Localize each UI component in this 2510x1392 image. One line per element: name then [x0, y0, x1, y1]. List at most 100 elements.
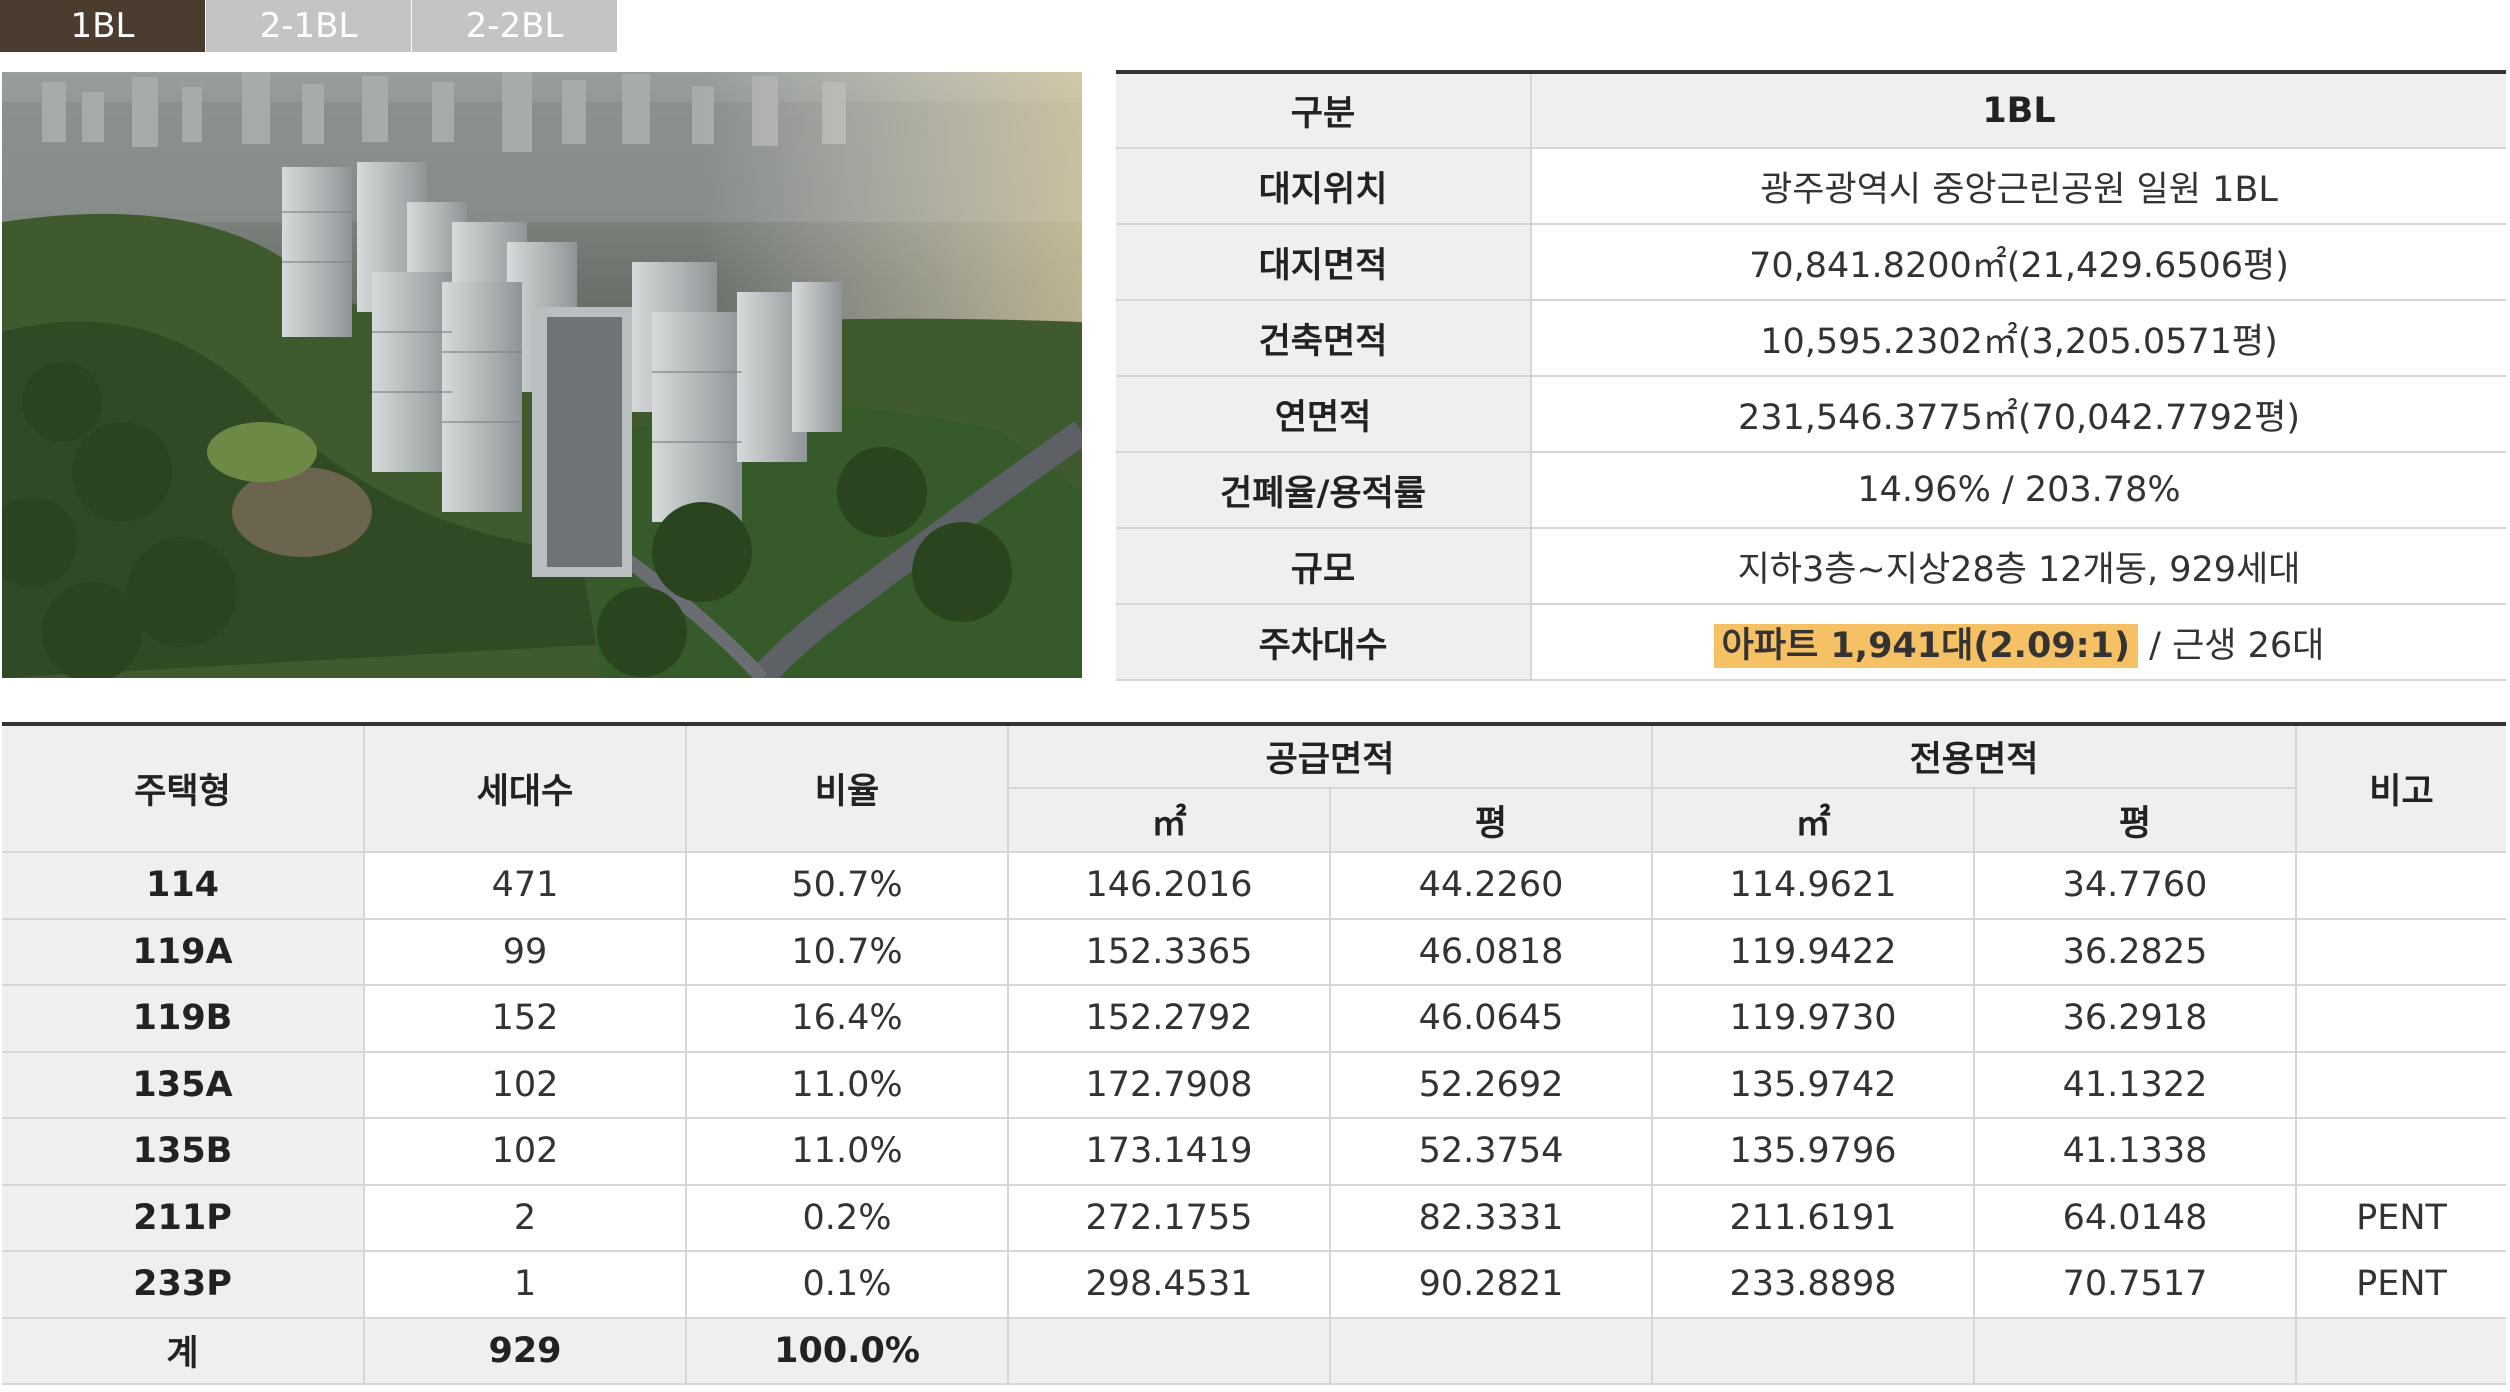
total-empty-cell [1007, 1316, 1331, 1385]
aerial-illustration [2, 72, 1082, 678]
cell-supply-pyeong: 52.3754 [1329, 1117, 1653, 1186]
info-value: 70,841.8200㎡(21,429.6506평) [1531, 224, 2506, 301]
unit-type-table: 주택형 세대수 비율 공급면적 전용면적 비고 ㎡ 평 ㎡ 평 114 471 … [2, 722, 2506, 1385]
cell-note [2295, 984, 2506, 1053]
cell-supply-pyeong: 82.3331 [1329, 1183, 1653, 1252]
cell-households: 102 [363, 1050, 687, 1119]
info-value: 10,595.2302㎡(3,205.0571평) [1531, 300, 2506, 377]
cell-exclusive-sqm: 135.9742 [1651, 1050, 1975, 1119]
cell-exclusive-sqm: 135.9796 [1651, 1117, 1975, 1186]
aerial-rendering-image [2, 72, 1082, 678]
cell-exclusive-pyeong: 41.1338 [1973, 1117, 2297, 1186]
info-value: 231,546.3775㎡(70,042.7792평) [1531, 376, 2506, 453]
col-header-supply-pyeong: 평 [1329, 787, 1653, 853]
cell-type: 233P [2, 1250, 365, 1319]
info-row: 구분 1BL [1116, 72, 2506, 149]
cell-households: 99 [363, 917, 687, 986]
cell-type: 119A [2, 917, 365, 986]
info-key: 건축면적 [1116, 300, 1532, 377]
cell-households: 471 [363, 851, 687, 920]
cell-supply-sqm: 172.7908 [1007, 1050, 1331, 1119]
cell-ratio: 0.2% [685, 1183, 1009, 1252]
cell-note [2295, 1117, 2506, 1186]
info-key: 연면적 [1116, 376, 1532, 453]
cell-note [2295, 917, 2506, 986]
cell-note: PENT [2295, 1250, 2506, 1319]
col-header-ratio: 비율 [685, 723, 1009, 853]
site-info-table: 구분 1BL 대지위치 광주광역시 중앙근린공원 일원 1BL 대지면적 70,… [1116, 70, 2506, 681]
cell-supply-sqm: 173.1419 [1007, 1117, 1331, 1186]
col-header-exclusive-sqm: ㎡ [1651, 787, 1975, 853]
info-value: 광주광역시 중앙근린공원 일원 1BL [1531, 148, 2506, 225]
cell-type: 135B [2, 1117, 365, 1186]
total-empty-cell [1651, 1316, 1975, 1385]
col-header-supply-sqm: ㎡ [1008, 787, 1331, 853]
info-value: 14.96% / 203.78% [1531, 452, 2506, 529]
cell-exclusive-sqm: 211.6191 [1651, 1183, 1975, 1252]
cell-supply-sqm: 298.4531 [1007, 1250, 1331, 1319]
table-row: 119B 152 16.4% 152.2792 46.0645 119.9730… [2, 984, 2506, 1053]
cell-exclusive-sqm: 233.8898 [1651, 1250, 1975, 1319]
cell-note [2295, 851, 2506, 920]
cell-type: 119B [2, 984, 365, 1053]
col-header-exclusive-area: 전용면적 [1651, 723, 2297, 789]
cell-ratio: 16.4% [685, 984, 1009, 1053]
cell-supply-sqm: 152.3365 [1007, 917, 1331, 986]
info-key: 대지면적 [1116, 224, 1532, 301]
info-row: 연면적 231,546.3775㎡(70,042.7792평) [1116, 376, 2506, 453]
cell-households: 1 [363, 1250, 687, 1319]
parking-rest: / 근생 26대 [2138, 625, 2325, 666]
info-row: 대지면적 70,841.8200㎡(21,429.6506평) [1116, 224, 2506, 301]
cell-exclusive-pyeong: 34.7760 [1973, 851, 2297, 920]
cell-exclusive-pyeong: 41.1322 [1973, 1050, 2297, 1119]
total-empty-cell [2295, 1316, 2506, 1385]
cell-exclusive-pyeong: 36.2918 [1973, 984, 2297, 1053]
total-row: 계 929 100.0% [2, 1316, 2506, 1385]
tab-2-2bl[interactable]: 2-2BL [412, 0, 617, 52]
cell-supply-pyeong: 44.2260 [1329, 851, 1653, 920]
total-empty-cell [1973, 1316, 2297, 1385]
cell-supply-sqm: 152.2792 [1007, 984, 1331, 1053]
cell-exclusive-sqm: 119.9730 [1651, 984, 1975, 1053]
tab-2-1bl[interactable]: 2-1BL [206, 0, 411, 52]
tab-1bl[interactable]: 1BL [0, 0, 205, 52]
cell-supply-sqm: 146.2016 [1007, 851, 1331, 920]
col-header-exclusive-pyeong: 평 [1973, 787, 2296, 853]
info-row: 건축면적 10,595.2302㎡(3,205.0571평) [1116, 300, 2506, 377]
cell-exclusive-sqm: 114.9621 [1651, 851, 1975, 920]
cell-ratio: 0.1% [685, 1250, 1009, 1319]
table-row: 135B 102 11.0% 173.1419 52.3754 135.9796… [2, 1117, 2506, 1186]
table-row: 114 471 50.7% 146.2016 44.2260 114.9621 … [2, 851, 2506, 920]
table-row: 211P 2 0.2% 272.1755 82.3331 211.6191 64… [2, 1183, 2506, 1252]
table-row: 135A 102 11.0% 172.7908 52.2692 135.9742… [2, 1050, 2506, 1119]
cell-ratio: 10.7% [685, 917, 1009, 986]
info-key: 건폐율/용적률 [1116, 452, 1532, 529]
info-key: 주차대수 [1116, 604, 1532, 681]
info-row: 건폐율/용적률 14.96% / 203.78% [1116, 452, 2506, 529]
cell-supply-sqm: 272.1755 [1007, 1183, 1331, 1252]
total-label: 계 [2, 1316, 365, 1385]
cell-exclusive-pyeong: 70.7517 [1973, 1250, 2297, 1319]
cell-supply-pyeong: 90.2821 [1329, 1250, 1653, 1319]
info-key: 구분 [1116, 72, 1532, 149]
col-header-supply-area: 공급면적 [1007, 723, 1653, 789]
cell-ratio: 11.0% [685, 1050, 1009, 1119]
cell-note [2295, 1050, 2506, 1119]
block-tabs: 1BL 2-1BL 2-2BL [0, 0, 618, 52]
total-ratio: 100.0% [685, 1316, 1009, 1385]
cell-type: 211P [2, 1183, 365, 1252]
total-empty-cell [1329, 1316, 1653, 1385]
cell-households: 152 [363, 984, 687, 1053]
info-value: 지하3층~지상28층 12개동, 929세대 [1531, 528, 2506, 605]
info-row: 대지위치 광주광역시 중앙근린공원 일원 1BL [1116, 148, 2506, 225]
cell-exclusive-pyeong: 36.2825 [1973, 917, 2297, 986]
info-key: 대지위치 [1116, 148, 1532, 225]
info-row-parking: 주차대수 아파트 1,941대(2.09:1) / 근생 26대 [1116, 604, 2506, 681]
cell-note: PENT [2295, 1183, 2506, 1252]
parking-value: 아파트 1,941대(2.09:1) / 근생 26대 [1531, 604, 2506, 681]
info-row: 규모 지하3층~지상28층 12개동, 929세대 [1116, 528, 2506, 605]
cell-households: 102 [363, 1117, 687, 1186]
col-header-note: 비고 [2295, 723, 2506, 853]
cell-exclusive-pyeong: 64.0148 [1973, 1183, 2297, 1252]
col-header-households: 세대수 [363, 723, 687, 853]
